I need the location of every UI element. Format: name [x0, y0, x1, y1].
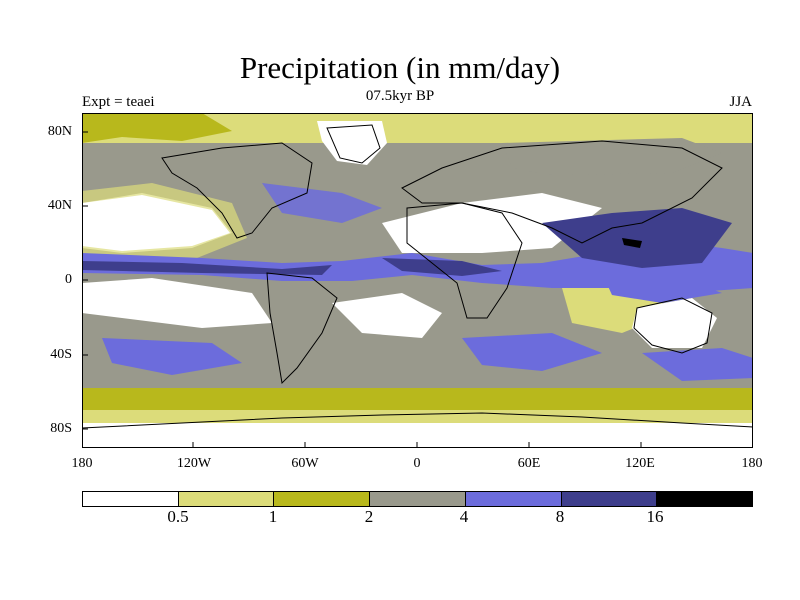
colorbar-swatch-2 — [273, 492, 370, 506]
colorbar-swatch-3 — [369, 492, 465, 506]
north-atlantic-wet — [262, 183, 382, 223]
lat-label-80n: 80N — [47, 124, 72, 139]
lat-label-80s: 80S — [50, 421, 72, 436]
colorbar — [82, 491, 753, 507]
colorbar-label: 2 — [364, 507, 374, 526]
colorbar-swatch-4 — [464, 492, 561, 506]
coast-europe-asia — [401, 140, 723, 244]
colorbar-label: 16 — [646, 507, 664, 526]
north-pacific-dry-core — [82, 195, 230, 251]
sahara-dry — [382, 193, 602, 253]
south-atlantic-dry — [332, 293, 442, 338]
lon-label-0: 0 — [413, 456, 421, 471]
australia-dry — [632, 298, 717, 348]
colorbar-swatch-0 — [83, 492, 178, 506]
map-svg — [82, 113, 753, 448]
southeast-asia-wet — [602, 273, 722, 303]
colorbar-label: 1 — [268, 507, 278, 526]
siberia-wet — [502, 138, 722, 175]
coastlines — [82, 124, 753, 429]
lon-label-60e: 60E — [517, 456, 541, 471]
southern-ocean-band — [82, 388, 753, 413]
lon-label-60w: 60W — [291, 456, 319, 471]
south-pacific-storm-track — [642, 348, 753, 381]
coast-south-america — [266, 272, 338, 385]
lat-label-0: 0 — [65, 272, 72, 287]
colorbar-label: 4 — [459, 507, 469, 526]
colorbar-label: 0.5 — [167, 507, 189, 526]
coast-greenland — [326, 124, 381, 164]
arctic-dry-patch — [82, 113, 232, 143]
antarctic-band — [82, 410, 753, 426]
tick-marks — [82, 131, 642, 448]
greenland-dry — [317, 121, 387, 165]
colorbar-swatch-6 — [656, 492, 753, 506]
southern-storm-track — [102, 338, 242, 375]
lon-label-180w: 180 — [71, 456, 93, 471]
lon-label-180e: 180 — [741, 456, 763, 471]
season-label: JJA — [729, 94, 752, 110]
coast-north-america — [161, 142, 313, 239]
lat-label-40s: 40S — [50, 347, 72, 362]
south-pacific-dry — [82, 278, 272, 328]
colorbar-label: 8 — [555, 507, 565, 526]
map-title: Precipitation (in mm/day) — [239, 50, 561, 85]
indian-monsoon-wet — [542, 208, 732, 268]
map-subtitle: 07.5kyr BP — [365, 88, 435, 104]
lat-label-40n: 40N — [47, 198, 72, 213]
coast-antarctica — [82, 412, 753, 429]
itcz-core-pacific — [82, 261, 332, 275]
lon-label-120e: 120E — [625, 456, 655, 471]
colorbar-swatch-5 — [560, 492, 657, 506]
experiment-label: Expt = teaei — [82, 94, 155, 110]
monsoon-peak — [622, 238, 642, 248]
colorbar-swatch-1 — [177, 492, 274, 506]
precipitation-map — [82, 113, 753, 448]
itcz-core-atlantic — [382, 258, 502, 276]
coast-australia — [633, 297, 713, 354]
coast-africa — [406, 202, 523, 319]
south-atlantic-storm-track — [462, 333, 602, 371]
lon-label-120w: 120W — [176, 456, 212, 471]
